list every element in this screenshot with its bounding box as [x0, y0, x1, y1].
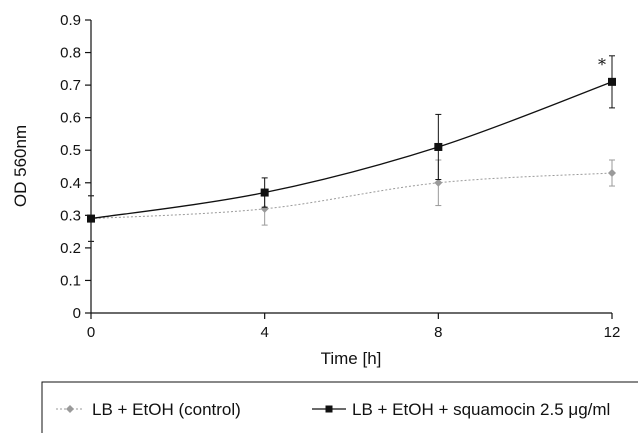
y-tick-label: 0.2 — [60, 240, 81, 257]
data-point — [434, 178, 443, 187]
legend-box — [41, 381, 638, 433]
y-tick-label: 0 — [73, 305, 81, 322]
y-tick-label: 0.3 — [60, 207, 81, 224]
legend-swatch-marker — [66, 405, 74, 413]
y-axis-title: OD 560nm — [11, 125, 30, 207]
x-tick-label: 12 — [604, 324, 621, 341]
legend-swatch-marker — [325, 405, 333, 413]
y-tick-label: 0.1 — [60, 272, 81, 289]
data-point — [434, 142, 443, 151]
series-line-1 — [90, 172, 613, 220]
legend: LB + EtOH (control) LB + EtOH + squamocin… — [41, 381, 638, 433]
data-point — [608, 77, 616, 86]
significance-annotation: * — [598, 55, 606, 74]
y-tick-label: 0.7 — [60, 77, 81, 94]
x-tick-label: 8 — [434, 324, 442, 341]
legend-label: LB + EtOH + squamocin 2.5 μg/ml — [352, 400, 610, 419]
y-tick-label: 0.6 — [60, 110, 81, 127]
series-line-2 — [90, 81, 613, 220]
x-axis-title: Time [h] — [321, 349, 382, 368]
y-tick-label: 0.4 — [60, 175, 81, 192]
y-tick-label: 0.5 — [60, 142, 81, 159]
data-point — [608, 169, 616, 178]
x-tick-label: 0 — [87, 324, 95, 341]
x-tick-label: 4 — [260, 324, 268, 341]
y-tick-label: 0.9 — [60, 12, 81, 29]
plot-layer: 0 0.1 0.2 0.3 0.4 0.5 0.6 0.7 0.8 0.9 0 4 8 12 * — [60, 12, 620, 341]
data-point — [260, 188, 269, 197]
data-point — [87, 214, 95, 223]
legend-label: LB + EtOH (control) — [92, 400, 241, 419]
y-tick-label: 0.8 — [60, 45, 81, 62]
